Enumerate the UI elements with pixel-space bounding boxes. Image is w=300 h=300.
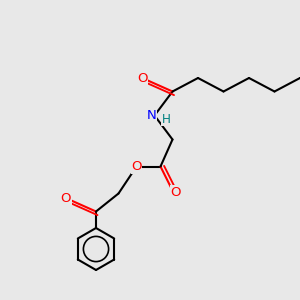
Text: O: O (170, 185, 181, 199)
Text: O: O (137, 71, 148, 85)
Text: O: O (61, 191, 71, 205)
Text: N: N (147, 109, 156, 122)
Text: O: O (131, 160, 142, 173)
Text: H: H (161, 112, 170, 126)
